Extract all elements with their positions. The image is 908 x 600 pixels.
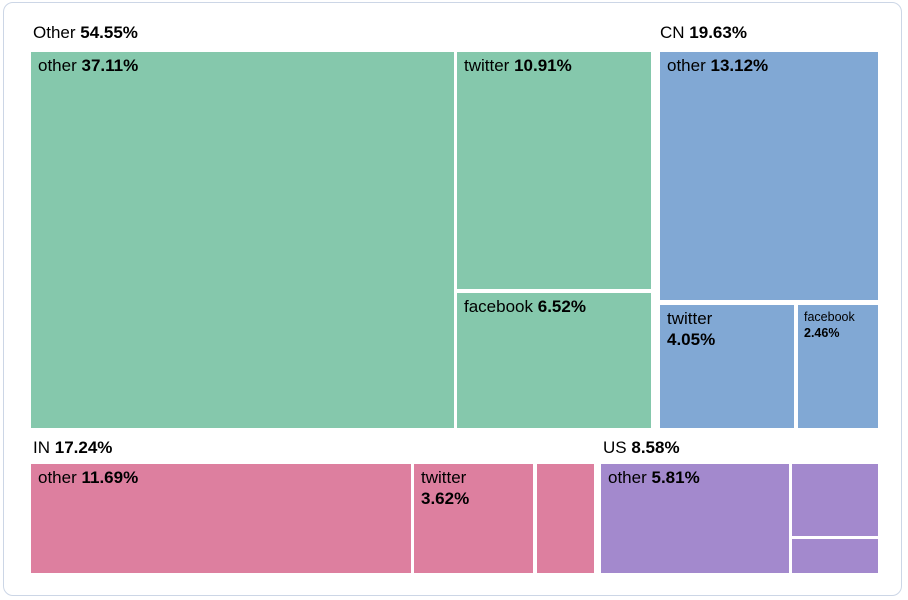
cell-label-value: 5.81% [651, 468, 700, 487]
cell-label-name: other [667, 56, 706, 75]
treemap-cell-cn-facebook[interactable]: facebook 2.46% [798, 305, 878, 428]
cell-label-name: other [38, 56, 77, 75]
cell-label-name: twitter [421, 468, 467, 487]
cell-label-value: 4.05% [667, 330, 716, 349]
treemap-cell-other-other[interactable]: other 37.11% [31, 52, 454, 428]
treemap-cell-us-unlabeled-1[interactable] [792, 464, 878, 536]
group-name: IN [33, 438, 50, 457]
group-value: 8.58% [631, 438, 680, 457]
group-name: CN [660, 23, 685, 42]
group-value: 17.24% [54, 438, 113, 457]
treemap-cell-cn-other[interactable]: other 13.12% [660, 52, 878, 300]
group-header-other: Other 54.55% [33, 22, 138, 44]
group-value: 54.55% [80, 23, 138, 42]
cell-label-name: twitter [667, 309, 713, 328]
treemap-cell-us-other[interactable]: other 5.81% [601, 464, 789, 573]
treemap-cell-in-other[interactable]: other 11.69% [31, 464, 411, 573]
cell-label-value: 2.46% [804, 326, 840, 340]
treemap-cell-us-unlabeled-2[interactable] [792, 539, 878, 573]
cell-label-name: facebook [804, 310, 855, 324]
cell-label-name: twitter [464, 56, 510, 75]
cell-label-name: other [38, 468, 77, 487]
treemap-cell-other-twitter[interactable]: twitter 10.91% [457, 52, 651, 289]
treemap-cell-in-twitter[interactable]: twitter 3.62% [414, 464, 533, 573]
cell-label-value: 10.91% [514, 56, 572, 75]
group-value: 19.63% [689, 23, 747, 42]
treemap-cell-other-facebook[interactable]: facebook 6.52% [457, 293, 651, 428]
cell-label-value: 13.12% [710, 56, 769, 75]
cell-label-name: other [608, 468, 647, 487]
group-header-in: IN 17.24% [33, 437, 112, 459]
cell-label-value: 37.11% [81, 56, 139, 75]
group-name: Other [33, 23, 76, 42]
group-name: US [603, 438, 627, 457]
treemap-cell-in-unlabeled[interactable] [537, 464, 594, 573]
cell-label-value: 3.62% [421, 489, 470, 508]
group-header-cn: CN 19.63% [660, 22, 747, 44]
cell-label-name: facebook [464, 297, 533, 316]
treemap-cell-cn-twitter[interactable]: twitter 4.05% [660, 305, 794, 428]
group-header-us: US 8.58% [603, 437, 680, 459]
cell-label-value: 6.52% [537, 297, 586, 316]
cell-label-value: 11.69% [81, 468, 139, 487]
